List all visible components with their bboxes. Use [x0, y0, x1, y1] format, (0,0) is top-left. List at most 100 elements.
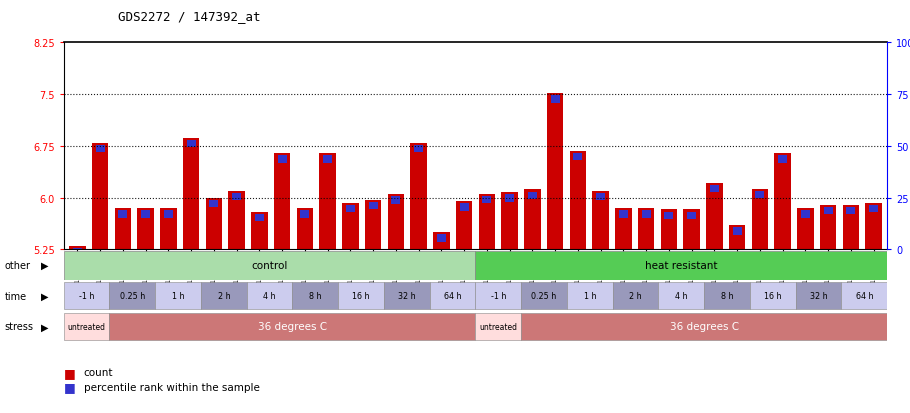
Text: stress: stress	[5, 322, 34, 332]
Text: 2 h: 2 h	[630, 292, 642, 301]
Bar	[638, 209, 654, 250]
Text: untreated: untreated	[480, 322, 518, 331]
Text: 2 h: 2 h	[217, 292, 230, 301]
Bar	[596, 193, 605, 201]
Bar	[505, 195, 514, 202]
Bar	[456, 202, 472, 250]
Bar	[843, 205, 859, 250]
Text: untreated: untreated	[67, 322, 106, 331]
Bar	[664, 212, 673, 220]
Bar	[752, 189, 768, 250]
Bar	[797, 209, 814, 250]
Bar	[778, 156, 787, 163]
Bar	[391, 197, 400, 204]
Bar	[342, 203, 359, 250]
Bar	[869, 205, 878, 213]
Bar	[619, 211, 628, 218]
Bar	[384, 283, 430, 309]
Text: 8 h: 8 h	[309, 292, 321, 301]
Bar	[704, 283, 750, 309]
Text: 36 degrees C: 36 degrees C	[670, 322, 739, 332]
Bar	[339, 283, 384, 309]
Bar	[160, 209, 177, 250]
Bar	[388, 195, 404, 250]
Bar	[659, 283, 704, 309]
Text: 0.25 h: 0.25 h	[120, 292, 145, 301]
Bar	[524, 190, 541, 250]
Bar	[141, 211, 150, 218]
Bar	[774, 154, 791, 250]
Bar	[164, 211, 173, 218]
Text: 1 h: 1 h	[172, 292, 185, 301]
Bar	[69, 247, 86, 250]
Bar	[251, 212, 268, 250]
Bar	[733, 228, 742, 235]
Bar	[92, 143, 108, 250]
Bar	[410, 143, 427, 250]
Bar	[433, 233, 450, 250]
Bar	[570, 152, 586, 250]
Bar	[278, 156, 287, 163]
Text: GDS2272 / 147392_at: GDS2272 / 147392_at	[118, 10, 261, 23]
Bar	[547, 94, 563, 250]
Bar	[346, 205, 355, 213]
Text: -1 h: -1 h	[490, 292, 506, 301]
Bar	[842, 283, 887, 309]
Bar	[109, 283, 156, 309]
Bar	[476, 313, 521, 340]
Bar	[183, 138, 199, 250]
Bar	[365, 200, 381, 250]
Text: ■: ■	[64, 366, 76, 379]
Text: 16 h: 16 h	[352, 292, 369, 301]
Bar	[479, 194, 495, 250]
Bar	[573, 154, 582, 161]
Bar	[528, 192, 537, 199]
Bar	[567, 283, 612, 309]
Bar	[642, 211, 651, 218]
Text: ▶: ▶	[41, 261, 48, 271]
Bar	[615, 209, 632, 250]
Bar	[501, 193, 518, 250]
Bar	[801, 211, 810, 218]
Bar	[115, 209, 131, 250]
Bar	[824, 207, 833, 215]
Bar	[661, 210, 677, 250]
Bar	[706, 183, 723, 250]
Text: ▶: ▶	[41, 322, 48, 332]
Bar	[274, 154, 290, 250]
Bar	[323, 156, 332, 163]
Text: heat resistant: heat resistant	[645, 261, 718, 271]
Bar	[201, 283, 247, 309]
Bar	[232, 193, 241, 201]
Bar	[369, 202, 378, 210]
Bar	[64, 283, 109, 309]
Bar	[521, 313, 887, 340]
Bar	[206, 198, 222, 250]
Bar	[865, 203, 882, 250]
Bar	[209, 200, 218, 208]
Text: percentile rank within the sample: percentile rank within the sample	[84, 382, 259, 392]
Text: 16 h: 16 h	[764, 292, 782, 301]
Bar	[551, 96, 560, 103]
Bar	[750, 283, 795, 309]
Bar	[64, 251, 476, 280]
Text: 0.25 h: 0.25 h	[531, 292, 557, 301]
Text: time: time	[5, 291, 26, 301]
Bar	[521, 283, 567, 309]
Bar	[755, 191, 764, 199]
Text: control: control	[251, 261, 288, 271]
Text: 32 h: 32 h	[810, 292, 827, 301]
Text: ▶: ▶	[41, 291, 48, 301]
Bar	[292, 283, 339, 309]
Bar	[729, 226, 745, 250]
Text: -1 h: -1 h	[79, 292, 95, 301]
Bar	[156, 283, 201, 309]
Bar	[683, 210, 700, 250]
Text: other: other	[5, 261, 31, 271]
Bar	[228, 191, 245, 250]
Bar	[96, 145, 105, 153]
Text: 64 h: 64 h	[855, 292, 873, 301]
Bar	[300, 211, 309, 218]
Text: 32 h: 32 h	[398, 292, 416, 301]
Bar	[460, 204, 469, 211]
